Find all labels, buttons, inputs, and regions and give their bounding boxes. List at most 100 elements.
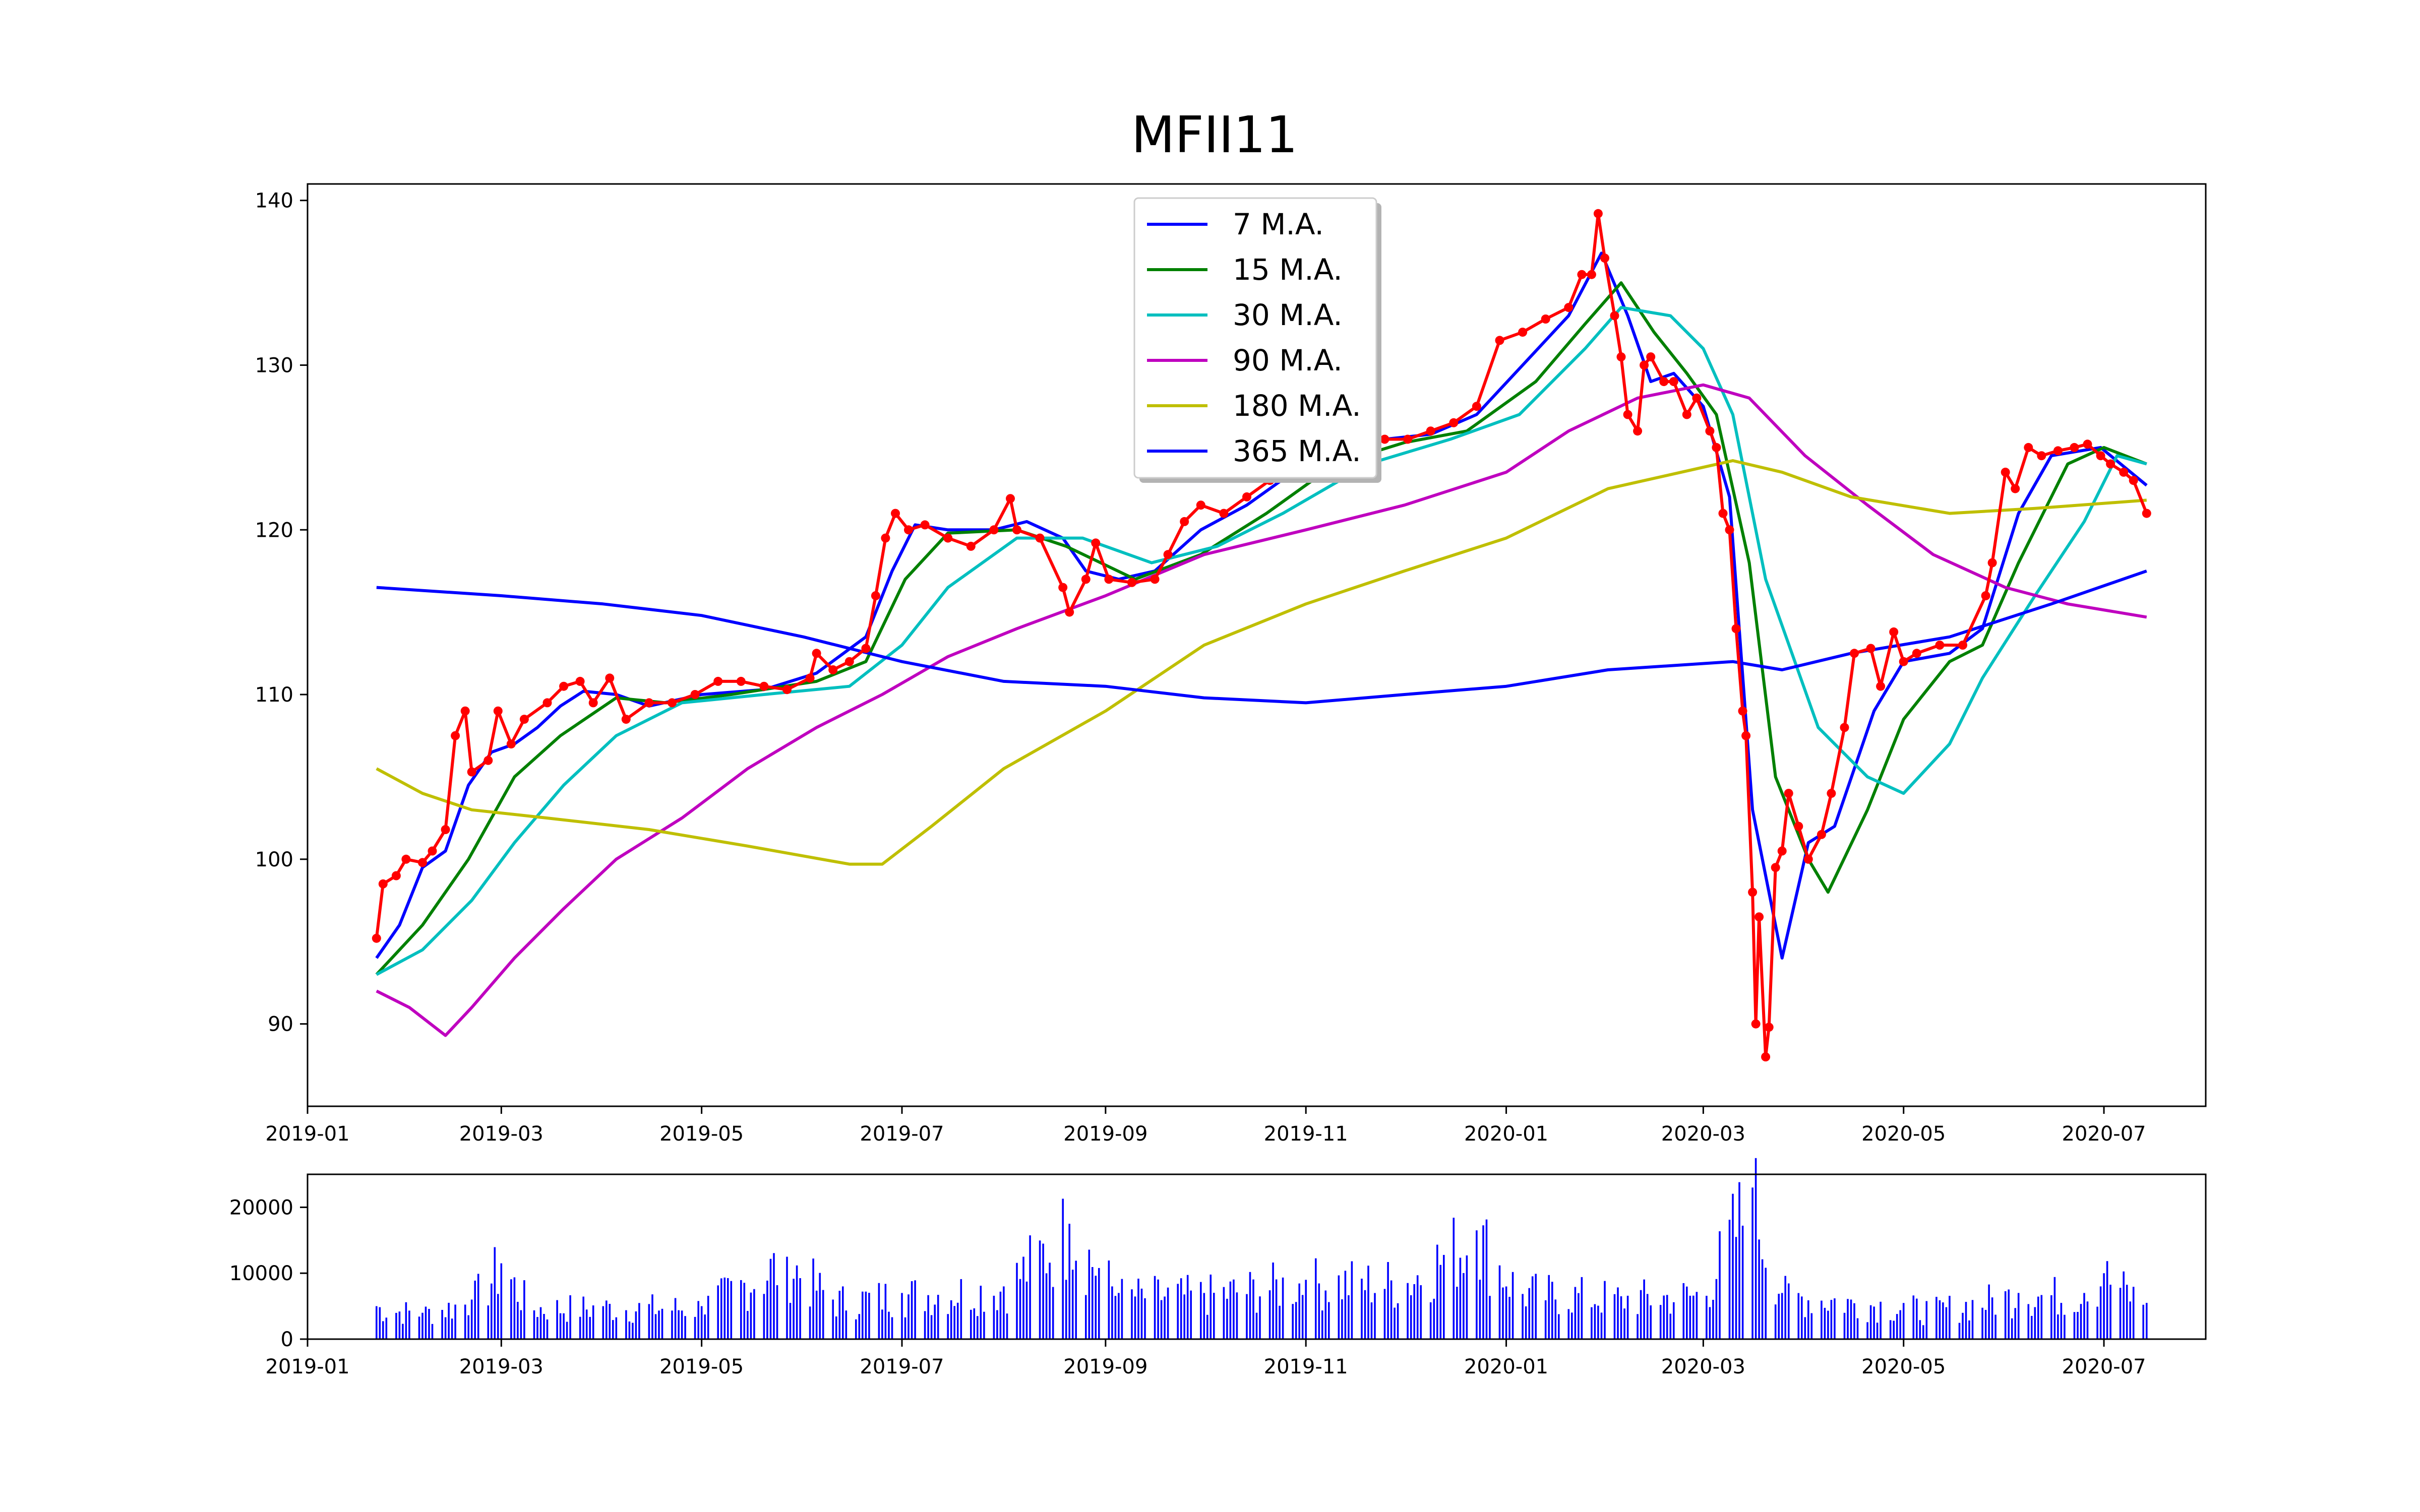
volume-bar (510, 1279, 512, 1339)
volume-bar (1095, 1276, 1097, 1339)
volume-bar (678, 1310, 680, 1339)
price-point (1794, 822, 1803, 831)
price-point (1777, 846, 1787, 856)
volume-bar (1134, 1296, 1136, 1339)
price-point (1646, 352, 1656, 362)
volume-bar (1847, 1299, 1849, 1339)
volume-bar (1463, 1273, 1465, 1339)
volume-bar (704, 1314, 706, 1339)
price-axes: 2019-01 2019-03 2019-05 2019-07 2019-09 2019-… (255, 183, 2207, 1146)
volume-bar (914, 1280, 916, 1339)
price-point (1564, 303, 1574, 312)
volume-bar (1071, 1270, 1074, 1339)
volume-bar (454, 1304, 456, 1339)
volume-bar (1272, 1263, 1274, 1339)
price-point (1577, 270, 1587, 279)
volume-bar (1531, 1276, 1534, 1339)
price-point (2119, 467, 2129, 477)
volume-bar (1268, 1290, 1271, 1339)
volume-bar (835, 1316, 837, 1339)
volume-axes: 2019-01 2019-03 2019-05 2019-07 2019-09 2019-… (229, 1173, 2207, 1378)
volume-bar (451, 1318, 453, 1339)
volume-bar (1715, 1279, 1718, 1339)
price-point (1712, 443, 1721, 452)
volume-bar (1502, 1287, 1504, 1339)
volume-bar (888, 1311, 890, 1339)
price-point (2001, 467, 2010, 477)
volume-bar (1157, 1279, 1159, 1339)
x-tick-label: 2019-01 (265, 1122, 349, 1146)
price-point (1840, 723, 1849, 732)
volume-bar (747, 1311, 749, 1339)
x-tick-label: 2019-05 (659, 1122, 744, 1146)
volume-bar (1190, 1290, 1192, 1339)
price-point (1987, 558, 1997, 568)
volume-bar (1902, 1303, 1905, 1339)
price-point (1449, 418, 1459, 427)
volume-bar (648, 1304, 650, 1339)
volume-bar (1282, 1277, 1284, 1339)
volume-bar (1045, 1273, 1048, 1339)
price-point (1718, 509, 1728, 518)
volume-bar (2050, 1295, 2052, 1339)
x-tick-label: 2019-11 (1264, 1122, 1348, 1146)
x-tick-label: 2020-01 (1464, 1122, 1548, 1146)
price-point (1958, 641, 1967, 650)
volume-bar (1413, 1284, 1415, 1339)
volume-bar (1186, 1275, 1189, 1339)
volume-bar (1581, 1277, 1583, 1339)
volume-bar (1834, 1298, 1836, 1339)
volume-bar (1508, 1297, 1510, 1339)
volume-bar (1765, 1268, 1767, 1339)
volume-bar (1637, 1314, 1639, 1339)
volume-bar (1301, 1295, 1304, 1339)
volume-bar (1650, 1305, 1652, 1339)
price-point (1876, 681, 1886, 691)
volume-bar (428, 1309, 430, 1339)
volume-bar (1229, 1281, 1232, 1339)
volume-bar (1485, 1219, 1488, 1339)
volume-bar (1623, 1308, 1625, 1339)
volume-bar (1092, 1267, 1094, 1339)
price-point (1817, 830, 1826, 839)
price-point (1150, 575, 1160, 584)
volume-bar (799, 1278, 801, 1339)
volume-bar (2086, 1301, 2089, 1339)
price-point (2142, 509, 2151, 518)
price-point (1587, 270, 1596, 279)
volume-bar (674, 1298, 677, 1339)
y-tick-label: 130 (255, 354, 293, 377)
volume-bar (950, 1300, 952, 1339)
volume-bar (1068, 1224, 1070, 1339)
volume-bar (1233, 1279, 1235, 1339)
volume-bar (786, 1256, 788, 1339)
price-point (605, 673, 615, 683)
price-point (519, 715, 529, 724)
price-point (989, 525, 999, 535)
volume-bar (1801, 1296, 1803, 1339)
volume-bar (720, 1278, 722, 1339)
volume-bar (592, 1305, 594, 1339)
volume-bar (2080, 1304, 2082, 1339)
price-point (1784, 789, 1793, 798)
volume-bar (1666, 1295, 1668, 1339)
volume-bar (1420, 1285, 1422, 1339)
volume-bar (1111, 1286, 1113, 1339)
price-point (1725, 525, 1734, 535)
volume-bar (1945, 1307, 1948, 1339)
y-tick-label: 110 (255, 683, 293, 707)
volume-bar (1919, 1320, 1921, 1339)
volume-bar (1206, 1314, 1208, 1339)
volume-bar (838, 1291, 841, 1339)
volume-bar (635, 1311, 637, 1339)
volume-bar (832, 1299, 834, 1339)
price-point (1866, 644, 1876, 653)
price-point (1633, 426, 1643, 436)
x-tick-label: 2019-05 (659, 1355, 744, 1378)
volume-bar (546, 1319, 549, 1339)
price-point (1659, 377, 1669, 387)
price-point (2011, 484, 2020, 493)
volume-bar (408, 1310, 410, 1339)
price-point (493, 706, 503, 716)
volume-bar (1453, 1218, 1455, 1339)
